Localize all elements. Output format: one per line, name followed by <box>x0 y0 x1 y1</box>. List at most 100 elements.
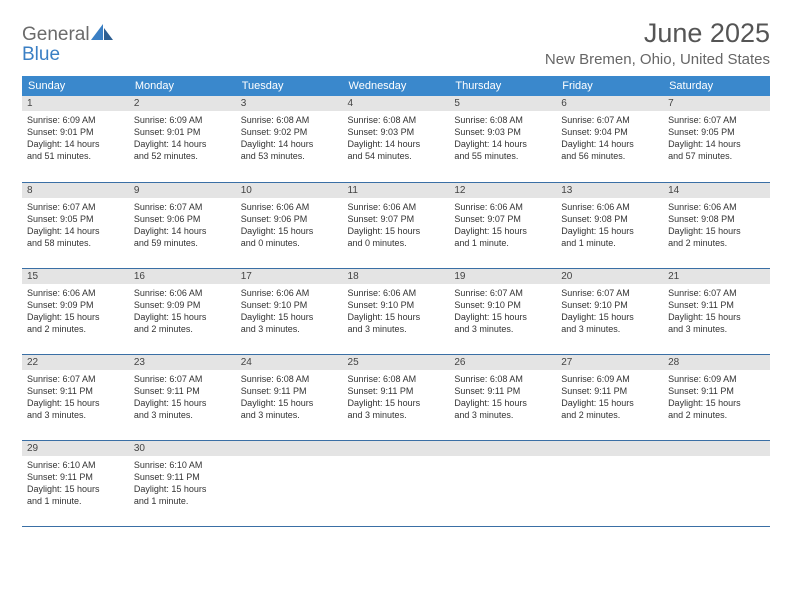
day-info: Sunrise: 6:08 AMSunset: 9:11 PMDaylight:… <box>449 370 556 426</box>
day-info: Sunrise: 6:08 AMSunset: 9:03 PMDaylight:… <box>449 111 556 167</box>
day-cell: 8 Sunrise: 6:07 AMSunset: 9:05 PMDaylight… <box>22 182 129 268</box>
calendar-row: 22Sunrise: 6:07 AMSunset: 9:11 PMDayligh… <box>22 354 770 440</box>
day-info-line: and 3 minutes. <box>134 409 231 421</box>
day-info-line: and 2 minutes. <box>561 409 658 421</box>
day-info: Sunrise: 6:07 AMSunset: 9:06 PMDaylight:… <box>129 198 236 254</box>
day-info-line: Daylight: 15 hours <box>241 397 338 409</box>
day-cell: 13Sunrise: 6:06 AMSunset: 9:08 PMDayligh… <box>556 182 663 268</box>
day-info: Sunrise: 6:10 AMSunset: 9:11 PMDaylight:… <box>22 456 129 512</box>
day-info-line: Sunset: 9:01 PM <box>134 126 231 138</box>
day-info-line: Sunrise: 6:09 AM <box>27 114 124 126</box>
day-info: Sunrise: 6:09 AMSunset: 9:11 PMDaylight:… <box>663 370 770 426</box>
empty-cell <box>236 440 343 526</box>
day-cell: 26Sunrise: 6:08 AMSunset: 9:11 PMDayligh… <box>449 354 556 440</box>
day-info-line: Sunset: 9:11 PM <box>668 385 765 397</box>
day-info: Sunrise: 6:06 AMSunset: 9:10 PMDaylight:… <box>236 284 343 340</box>
day-number: 9 <box>129 183 236 198</box>
day-cell: 20Sunrise: 6:07 AMSunset: 9:10 PMDayligh… <box>556 268 663 354</box>
day-info-line: Sunset: 9:07 PM <box>454 213 551 225</box>
day-info-line: Daylight: 15 hours <box>348 311 445 323</box>
day-info-line: and 51 minutes. <box>27 150 124 162</box>
day-number: 30 <box>129 441 236 456</box>
day-number: 25 <box>343 355 450 370</box>
day-info-line: Sunrise: 6:06 AM <box>348 287 445 299</box>
day-cell: 7Sunrise: 6:07 AMSunset: 9:05 PMDaylight… <box>663 96 770 182</box>
title-block: June 2025 New Bremen, Ohio, United State… <box>545 18 770 68</box>
logo-line1: General <box>22 24 90 45</box>
day-info-line: Sunset: 9:05 PM <box>668 126 765 138</box>
day-info: Sunrise: 6:07 AMSunset: 9:11 PMDaylight:… <box>663 284 770 340</box>
day-cell: 28Sunrise: 6:09 AMSunset: 9:11 PMDayligh… <box>663 354 770 440</box>
day-info-line: Sunset: 9:11 PM <box>454 385 551 397</box>
day-cell: 29Sunrise: 6:10 AMSunset: 9:11 PMDayligh… <box>22 440 129 526</box>
weekday-header: Sunday <box>22 76 129 96</box>
day-cell: 22Sunrise: 6:07 AMSunset: 9:11 PMDayligh… <box>22 354 129 440</box>
day-info-line: Sunrise: 6:07 AM <box>27 201 124 213</box>
day-info-line: Sunrise: 6:08 AM <box>241 114 338 126</box>
empty-cell <box>343 440 450 526</box>
day-info-line: Sunrise: 6:07 AM <box>454 287 551 299</box>
day-info-line: Sunrise: 6:10 AM <box>134 459 231 471</box>
day-info-line: Daylight: 15 hours <box>668 225 765 237</box>
day-info-line: Sunset: 9:11 PM <box>668 299 765 311</box>
calendar-row: 8Sunrise: 6:07 AMSunset: 9:05 PMDaylight… <box>22 182 770 268</box>
day-cell: 24Sunrise: 6:08 AMSunset: 9:11 PMDayligh… <box>236 354 343 440</box>
day-info-line: Sunrise: 6:09 AM <box>668 373 765 385</box>
day-info-line: Sunset: 9:11 PM <box>134 471 231 483</box>
day-cell: 27Sunrise: 6:09 AMSunset: 9:11 PMDayligh… <box>556 354 663 440</box>
day-number <box>449 441 556 456</box>
day-info-line: and 52 minutes. <box>134 150 231 162</box>
day-info-line: Sunset: 9:01 PM <box>27 126 124 138</box>
day-number: 18 <box>343 269 450 284</box>
day-number: 3 <box>236 96 343 111</box>
day-info-line: Sunset: 9:11 PM <box>27 471 124 483</box>
day-number: 11 <box>343 183 450 198</box>
calendar-row: 15Sunrise: 6:06 AMSunset: 9:09 PMDayligh… <box>22 268 770 354</box>
weekday-row: SundayMondayTuesdayWednesdayThursdayFrid… <box>22 76 770 96</box>
day-info-line: Sunset: 9:10 PM <box>241 299 338 311</box>
day-number: 21 <box>663 269 770 284</box>
day-info-line: Sunset: 9:08 PM <box>668 213 765 225</box>
day-cell: 1Sunrise: 6:09 AMSunset: 9:01 PMDaylight… <box>22 96 129 182</box>
empty-cell <box>556 440 663 526</box>
day-info-line: and 2 minutes. <box>27 323 124 335</box>
day-info: Sunrise: 6:06 AMSunset: 9:07 PMDaylight:… <box>343 198 450 254</box>
day-info-line: Sunset: 9:10 PM <box>348 299 445 311</box>
day-info: Sunrise: 6:09 AMSunset: 9:11 PMDaylight:… <box>556 370 663 426</box>
day-number: 6 <box>556 96 663 111</box>
day-info: Sunrise: 6:08 AMSunset: 9:03 PMDaylight:… <box>343 111 450 167</box>
day-number: 8 <box>22 183 129 198</box>
day-info-line: Daylight: 15 hours <box>668 311 765 323</box>
day-info-line: Sunrise: 6:06 AM <box>241 287 338 299</box>
month-title: June 2025 <box>545 18 770 49</box>
day-info-line: Sunrise: 6:06 AM <box>134 287 231 299</box>
empty-cell <box>663 440 770 526</box>
day-info-line: Daylight: 15 hours <box>561 225 658 237</box>
day-number: 13 <box>556 183 663 198</box>
day-number: 15 <box>22 269 129 284</box>
day-info-line: Daylight: 14 hours <box>27 225 124 237</box>
logo-line2: Blue <box>22 44 60 65</box>
day-info-line: and 1 minute. <box>27 495 124 507</box>
day-number: 7 <box>663 96 770 111</box>
day-info-line: Daylight: 14 hours <box>134 138 231 150</box>
day-info-line: Sunset: 9:10 PM <box>454 299 551 311</box>
day-info-line: Sunrise: 6:07 AM <box>27 373 124 385</box>
day-info-line: Sunrise: 6:10 AM <box>27 459 124 471</box>
day-info-line: Daylight: 15 hours <box>454 225 551 237</box>
day-number: 20 <box>556 269 663 284</box>
logo-text: General Blue <box>22 24 113 65</box>
day-info-line: and 3 minutes. <box>561 323 658 335</box>
day-info-line: Sunrise: 6:08 AM <box>454 373 551 385</box>
day-info-line: Daylight: 15 hours <box>27 397 124 409</box>
day-info: Sunrise: 6:07 AMSunset: 9:11 PMDaylight:… <box>22 370 129 426</box>
day-info-line: Daylight: 15 hours <box>668 397 765 409</box>
day-number: 5 <box>449 96 556 111</box>
day-info-line: Sunrise: 6:08 AM <box>348 114 445 126</box>
day-cell: 15Sunrise: 6:06 AMSunset: 9:09 PMDayligh… <box>22 268 129 354</box>
day-info-line: Daylight: 15 hours <box>454 397 551 409</box>
day-info-line: Sunset: 9:05 PM <box>27 213 124 225</box>
day-info-line: Sunrise: 6:08 AM <box>454 114 551 126</box>
day-info-line: Daylight: 15 hours <box>561 397 658 409</box>
day-info-line: and 53 minutes. <box>241 150 338 162</box>
